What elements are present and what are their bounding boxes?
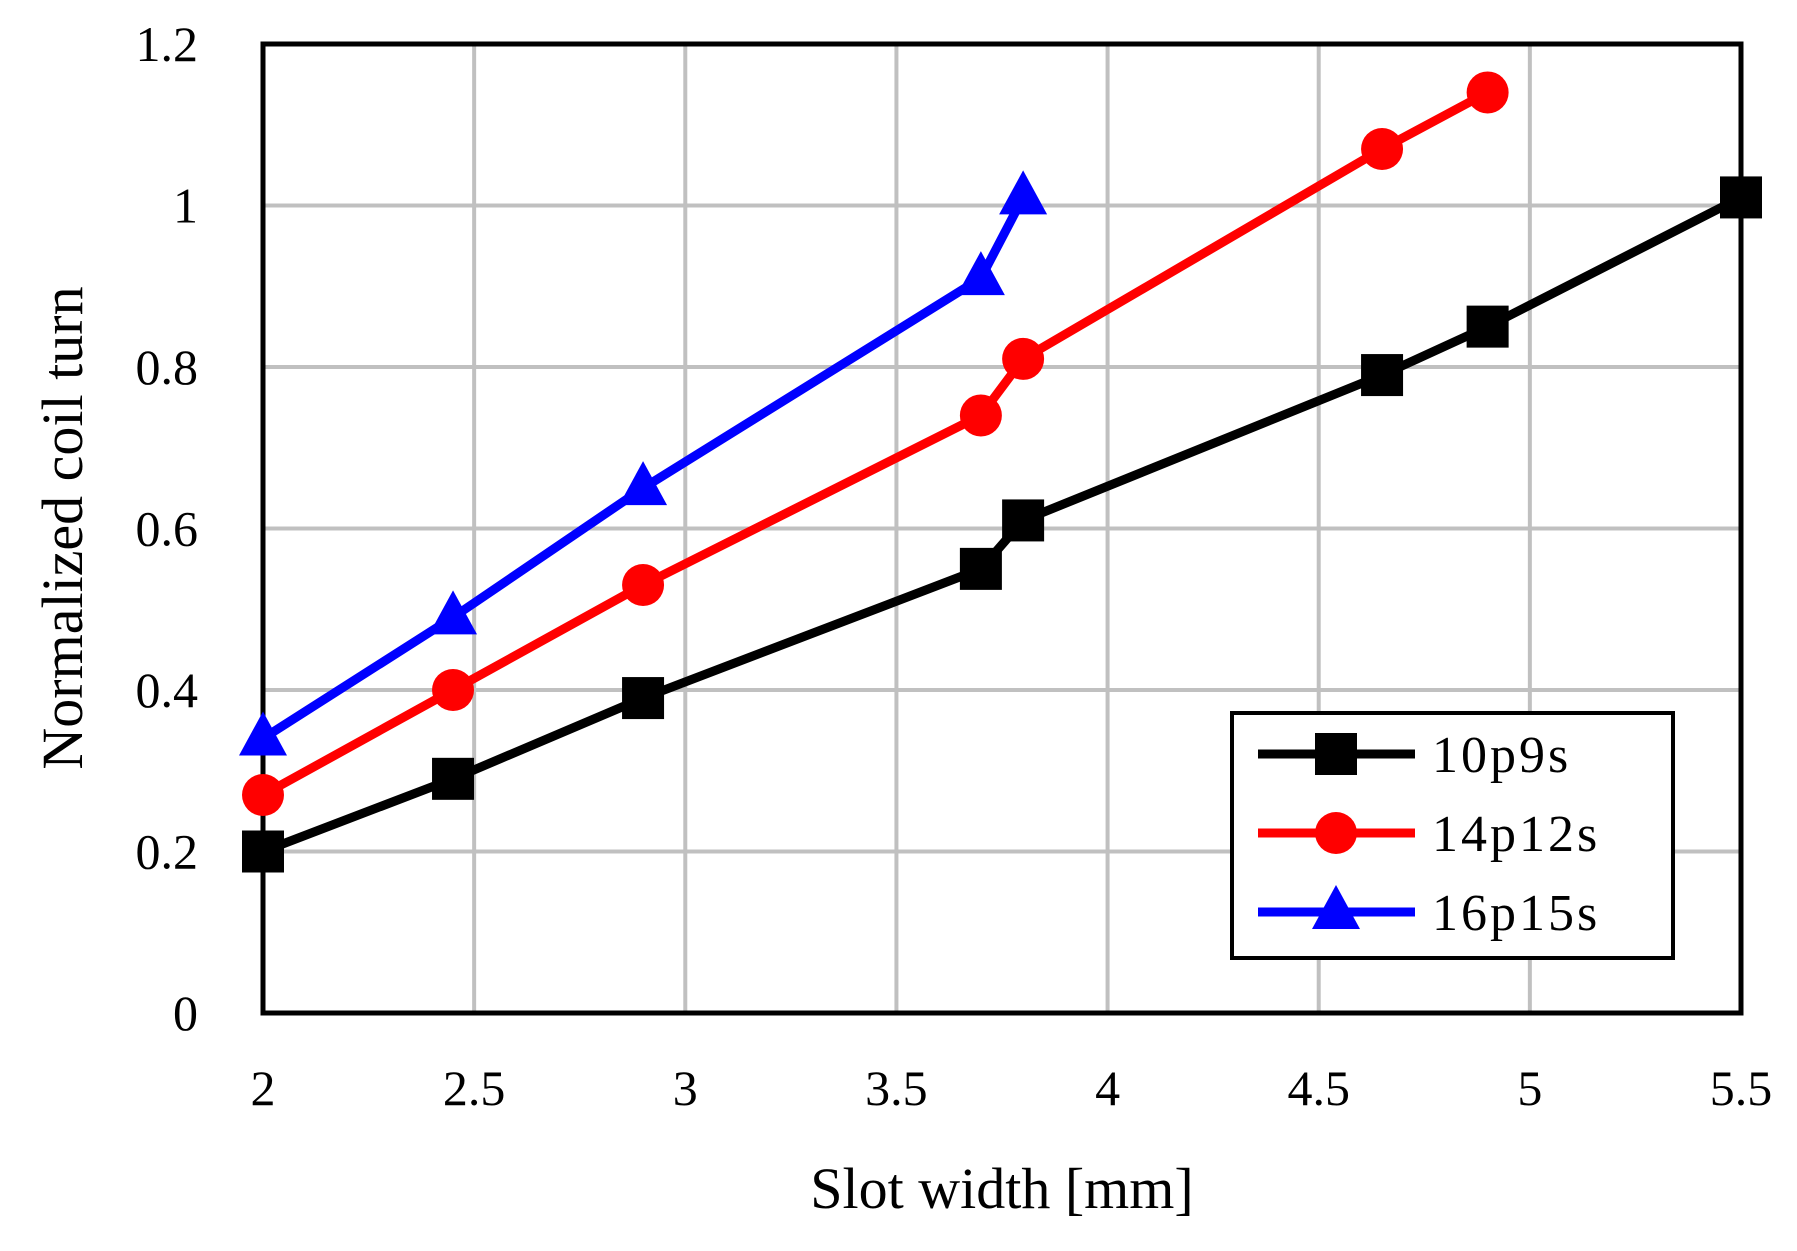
data-point-10p9s — [242, 830, 284, 873]
y-tick-label: 0.4 — [136, 662, 199, 718]
legend-label: 16p15s — [1432, 885, 1600, 942]
data-point-10p9s — [622, 677, 665, 720]
x-tick-label: 5.5 — [1710, 1060, 1773, 1116]
x-axis-title: Slot width [mm] — [810, 1156, 1193, 1221]
legend: 10p9s 14p12s 16p15s — [1230, 711, 1675, 960]
legend-marker — [1315, 812, 1357, 854]
data-point-14p12s — [1361, 127, 1404, 170]
data-point-14p12s — [959, 394, 1002, 437]
x-tick-label: 4 — [1095, 1060, 1120, 1116]
legend-entry-14p12s: 14p12s — [1258, 806, 1600, 863]
data-point-10p9s — [432, 757, 475, 800]
plot-frame — [260, 41, 1744, 1016]
data-point-14p12s — [432, 669, 475, 711]
legend-entry-16p15s: 16p15s — [1258, 885, 1600, 942]
legend-entries: 10p9s 14p12s 16p15s — [1258, 727, 1600, 942]
data-point-10p9s — [1361, 354, 1404, 397]
data-point-14p12s — [622, 564, 665, 607]
data-point-14p12s — [1002, 337, 1045, 380]
data-point-14p12s — [1466, 71, 1509, 114]
series-16p15s — [239, 170, 1048, 756]
x-tick-label: 5 — [1517, 1060, 1542, 1116]
series-14p12s — [242, 71, 1509, 816]
y-tick-label: 1.2 — [136, 16, 199, 72]
y-tick-label: 0.6 — [136, 501, 199, 557]
data-point-10p9s — [959, 547, 1002, 590]
legend-label: 10p9s — [1432, 727, 1571, 784]
legend-marker — [1315, 733, 1357, 775]
y-tick-label: 0.2 — [136, 824, 199, 880]
y-tick-label: 0.8 — [136, 339, 199, 395]
x-tick-label: 4.5 — [1287, 1060, 1350, 1116]
data-point-14p12s — [242, 773, 284, 816]
data-point-16p15s — [999, 170, 1048, 215]
grid — [263, 44, 1741, 1013]
legend-label: 14p12s — [1432, 806, 1600, 863]
data-point-16p15s — [429, 590, 478, 635]
x-tick-label: 3 — [673, 1060, 698, 1116]
data-point-10p9s — [1002, 499, 1045, 542]
y-tick-label: 0 — [173, 985, 198, 1041]
data-point-16p15s — [239, 711, 287, 756]
data-point-16p15s — [619, 461, 668, 506]
x-tick-label: 2.5 — [443, 1060, 506, 1116]
series-10p9s — [242, 176, 1762, 873]
y-axis-title: Normalized coil turn — [30, 286, 95, 769]
y-tick-label: 1 — [173, 178, 198, 234]
data-point-16p15s — [956, 251, 1005, 296]
data-point-10p9s — [1720, 176, 1762, 219]
legend-marker — [1312, 885, 1360, 929]
x-tick-label: 2 — [251, 1060, 276, 1116]
data-point-10p9s — [1466, 305, 1509, 348]
series-layer — [239, 71, 1762, 873]
tick-labels: 2 2.5 3 3.5 4 4.5 5 5.5 0 0.2 0.4 0.6 0.8 1 1.2 — [136, 16, 1773, 1116]
x-tick-label: 3.5 — [865, 1060, 928, 1116]
legend-entry-10p9s: 10p9s — [1258, 727, 1571, 784]
